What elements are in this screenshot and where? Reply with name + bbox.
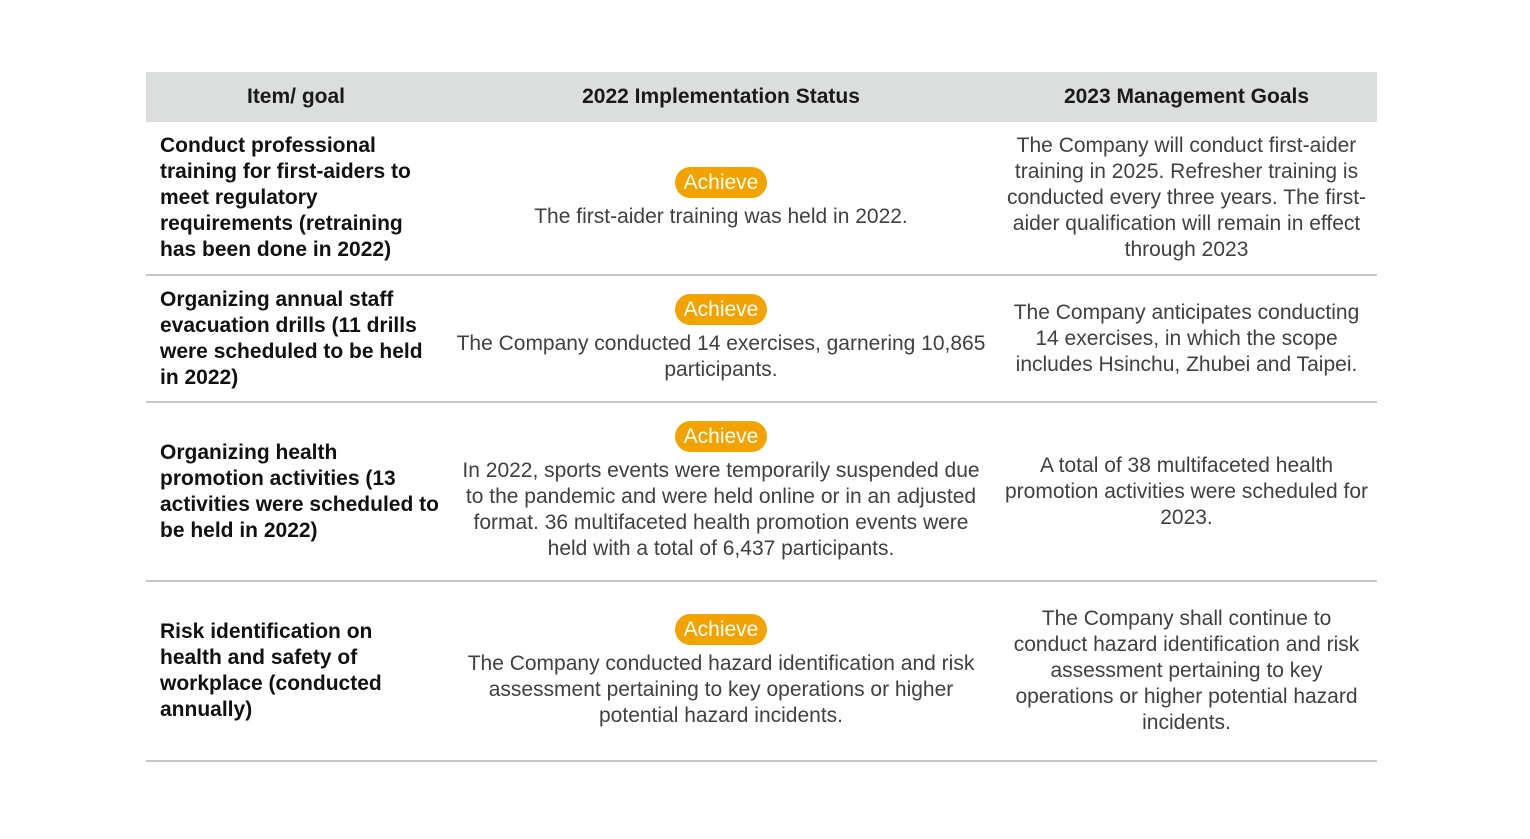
header-management-goals: 2023 Management Goals (1063, 85, 1310, 108)
row-item: Conduct professional training for first-… (160, 134, 411, 261)
header-item-goal: Item/ goal (246, 85, 346, 108)
table-row: Risk identification on health and safety… (146, 582, 1377, 762)
table-row: Conduct professional training for first-… (146, 122, 1377, 276)
row-item: Organizing annual staff evacuation drill… (160, 287, 423, 389)
table-row: Organizing annual staff evacuation drill… (146, 276, 1377, 403)
row-status-text: The Company conducted 14 exercises, garn… (456, 332, 986, 381)
achieve-badge: Achieve (674, 166, 768, 198)
row-status-text: In 2022, sports events were temporarily … (462, 459, 980, 560)
table-row: Organizing health promotion activities (… (146, 403, 1377, 582)
row-status-cell: Achieve The Company conducted 14 exercis… (446, 294, 996, 383)
row-goal: The Company shall continue to conduct ha… (1013, 607, 1360, 734)
achieve-badge: Achieve (674, 613, 768, 645)
achieve-badge: Achieve (674, 421, 768, 452)
row-status-cell: Achieve The first-aider training was hel… (446, 166, 996, 230)
row-item: Organizing health promotion activities (… (160, 440, 439, 542)
row-status-text: The first-aider training was held in 202… (534, 204, 908, 228)
goals-table: Item/ goal 2022 Implementation Status 20… (146, 72, 1377, 762)
row-goal: The Company anticipates conducting 14 ex… (1013, 300, 1360, 376)
row-status-cell: Achieve The Company conducted hazard ide… (446, 613, 996, 729)
row-goal: A total of 38 multifaceted health promot… (1004, 453, 1368, 529)
header-implementation-status: 2022 Implementation Status (582, 85, 860, 108)
table-header: Item/ goal 2022 Implementation Status 20… (146, 72, 1377, 122)
row-goal: The Company will conduct first-aider tra… (1006, 134, 1367, 261)
achieve-badge: Achieve (674, 294, 768, 325)
row-status-text: The Company conducted hazard identificat… (467, 651, 975, 727)
row-status-cell: Achieve In 2022, sports events were temp… (446, 421, 996, 562)
row-item: Risk identification on health and safety… (160, 620, 382, 721)
